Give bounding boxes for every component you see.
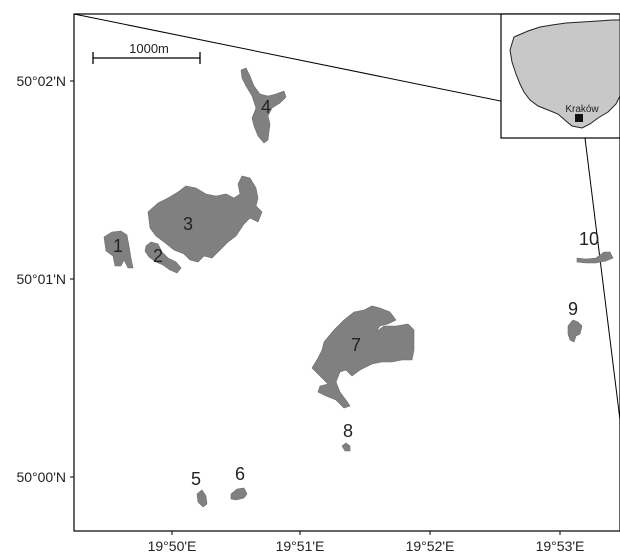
site-2-area xyxy=(144,241,182,274)
site-label-4: 4 xyxy=(261,97,271,117)
longitude-axis: 19°50'E 19°51'E 19°52'E 19°53'E xyxy=(148,531,585,554)
site-6-area xyxy=(230,487,248,501)
site-9-area xyxy=(567,319,583,343)
site-10-area xyxy=(576,251,614,264)
site-label-6: 6 xyxy=(235,464,245,484)
site-label-10: 10 xyxy=(579,229,599,249)
site-label-9: 9 xyxy=(568,299,578,319)
lat-label-50-01: 50°01'N xyxy=(16,271,66,287)
site-label-3: 3 xyxy=(183,214,193,234)
latitude-axis: 50°02'N 50°01'N 50°00'N xyxy=(16,73,74,485)
inset-map: Kraków xyxy=(500,13,620,139)
sites xyxy=(103,67,614,508)
lon-label-19-52: 19°52'E xyxy=(406,538,455,554)
connector-line-bottom xyxy=(582,121,620,421)
site-label-1: 1 xyxy=(113,236,123,256)
poland-outline xyxy=(509,19,620,129)
site-4-area xyxy=(240,67,287,144)
site-3-area xyxy=(147,175,263,263)
lon-label-19-51: 19°51'E xyxy=(276,538,325,554)
krakow-label: Kraków xyxy=(565,104,599,115)
lon-label-19-50: 19°50'E xyxy=(148,538,197,554)
connector-line-top xyxy=(73,13,580,118)
site-label-5: 5 xyxy=(191,469,201,489)
scale-bar-label: 1000m xyxy=(129,41,169,56)
site-8-area xyxy=(341,442,351,452)
site-7-area xyxy=(311,305,415,409)
lon-label-19-53: 19°53'E xyxy=(536,538,585,554)
site-1-area xyxy=(103,230,134,269)
site-5-area xyxy=(196,489,208,508)
site-labels: 1 2 3 4 5 6 7 8 9 10 xyxy=(113,97,599,489)
krakow-marker xyxy=(575,114,583,122)
site-label-2: 2 xyxy=(153,246,163,266)
site-label-8: 8 xyxy=(343,421,353,441)
site-label-7: 7 xyxy=(351,335,361,355)
lat-label-50-00: 50°00'N xyxy=(16,469,66,485)
scale-bar: 1000m xyxy=(92,41,201,64)
lat-label-50-02: 50°02'N xyxy=(16,73,66,89)
